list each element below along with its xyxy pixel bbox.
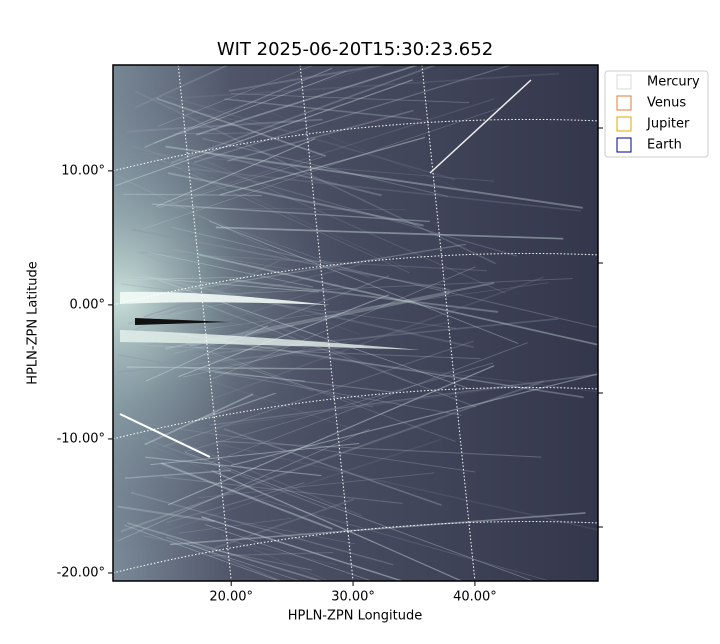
legend-label: Venus xyxy=(647,96,686,111)
legend-swatch xyxy=(616,95,632,111)
grid-line xyxy=(421,64,476,582)
image xyxy=(113,65,598,581)
x-tick-label: 40.00° xyxy=(453,590,497,605)
y-tick-label: -20.00° xyxy=(57,565,105,580)
legend-label: Jupiter xyxy=(646,117,690,132)
x-tick-label: 20.00° xyxy=(209,590,253,605)
y-axis-label: HPLN-ZPN Latitude xyxy=(26,261,41,384)
grid-line xyxy=(112,521,599,574)
x-axis-label: HPLN-ZPN Longitude xyxy=(288,609,423,624)
x-tick-label: 30.00° xyxy=(331,590,375,605)
grid-line xyxy=(112,387,599,440)
legend-label: Earth xyxy=(647,138,682,153)
grid-line xyxy=(299,64,354,582)
legend-swatch xyxy=(616,137,632,153)
legend-swatch xyxy=(616,116,632,132)
legend-label: Mercury xyxy=(647,75,700,90)
chart-title: WIT 2025-06-20T15:30:23.652 xyxy=(217,39,493,60)
grid-line xyxy=(112,118,599,172)
grid-line xyxy=(177,64,232,582)
grid-line xyxy=(112,252,599,306)
legend-swatch xyxy=(616,74,632,90)
axes-frame xyxy=(112,64,599,582)
y-tick-label: 0.00° xyxy=(70,297,105,312)
legend xyxy=(604,70,709,158)
y-tick-label: 10.00° xyxy=(61,163,105,178)
y-tick-label: -10.00° xyxy=(57,431,105,446)
